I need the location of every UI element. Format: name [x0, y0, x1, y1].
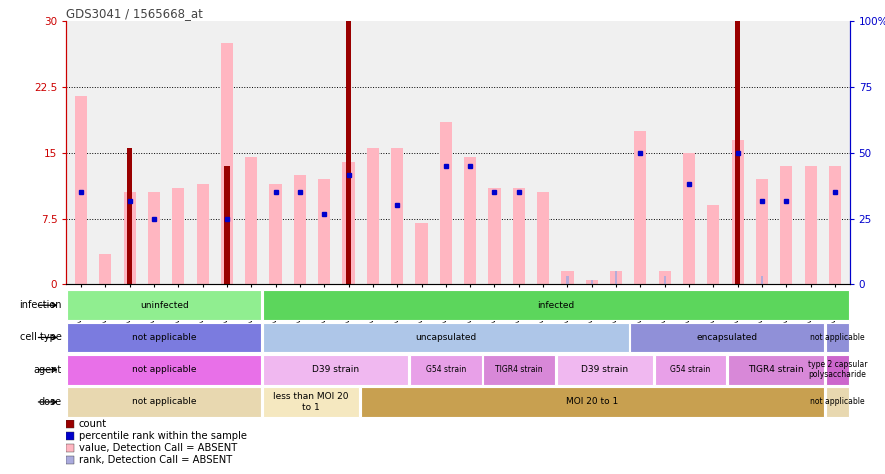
Bar: [124, 192, 135, 284]
Text: not applicable: not applicable: [132, 365, 196, 374]
Text: dose: dose: [39, 397, 62, 407]
Text: cell type: cell type: [20, 332, 62, 343]
Bar: [75, 96, 87, 284]
Text: uncapsulated: uncapsulated: [415, 333, 476, 342]
Bar: [318, 179, 330, 284]
Text: G54 strain: G54 strain: [426, 365, 466, 374]
Bar: [67, 355, 261, 384]
Text: not applicable: not applicable: [810, 333, 865, 342]
Bar: [346, 21, 351, 284]
Bar: [707, 206, 720, 284]
Text: D39 strain: D39 strain: [581, 365, 628, 374]
Bar: [804, 166, 817, 284]
Bar: [263, 291, 849, 320]
Bar: [342, 162, 355, 284]
Bar: [67, 291, 261, 320]
Text: uninfected: uninfected: [140, 301, 189, 310]
Bar: [615, 271, 617, 284]
Text: less than MOI 20
to 1: less than MOI 20 to 1: [273, 392, 349, 411]
Bar: [464, 157, 476, 284]
Bar: [263, 387, 359, 417]
Bar: [99, 254, 112, 284]
Bar: [761, 275, 763, 284]
Text: infection: infection: [19, 300, 62, 310]
Bar: [173, 188, 184, 284]
Text: TIGR4 strain: TIGR4 strain: [749, 365, 804, 374]
Bar: [361, 387, 825, 417]
Bar: [263, 323, 628, 352]
Text: percentile rank within the sample: percentile rank within the sample: [79, 431, 247, 441]
Text: type 2 capsular
polysaccharide: type 2 capsular polysaccharide: [808, 360, 867, 379]
Bar: [586, 280, 598, 284]
Text: agent: agent: [34, 365, 62, 375]
Bar: [67, 387, 261, 417]
Bar: [294, 175, 306, 284]
Text: count: count: [79, 419, 107, 429]
Text: rank, Detection Call = ABSENT: rank, Detection Call = ABSENT: [79, 455, 232, 465]
Text: not applicable: not applicable: [132, 398, 196, 406]
Bar: [635, 131, 647, 284]
Bar: [557, 355, 653, 384]
Bar: [366, 148, 379, 284]
Bar: [826, 387, 849, 417]
Bar: [566, 275, 568, 284]
Bar: [512, 188, 525, 284]
Bar: [683, 153, 695, 284]
Bar: [221, 43, 233, 284]
Bar: [263, 355, 408, 384]
Text: MOI 20 to 1: MOI 20 to 1: [566, 398, 619, 406]
Bar: [826, 355, 849, 384]
Bar: [728, 355, 825, 384]
Bar: [489, 188, 501, 284]
Bar: [829, 166, 841, 284]
Bar: [590, 280, 593, 284]
Text: TIGR4 strain: TIGR4 strain: [496, 365, 543, 374]
Text: not applicable: not applicable: [810, 398, 865, 406]
Text: value, Detection Call = ABSENT: value, Detection Call = ABSENT: [79, 443, 237, 453]
Text: D39 strain: D39 strain: [312, 365, 359, 374]
Bar: [732, 140, 743, 284]
Bar: [269, 183, 281, 284]
Text: G54 strain: G54 strain: [670, 365, 711, 374]
Bar: [537, 192, 550, 284]
Bar: [826, 323, 849, 352]
Bar: [756, 179, 768, 284]
Bar: [658, 271, 671, 284]
Bar: [127, 148, 133, 284]
Bar: [735, 21, 741, 284]
Bar: [196, 183, 209, 284]
Bar: [391, 148, 404, 284]
Text: not applicable: not applicable: [132, 333, 196, 342]
Bar: [67, 323, 261, 352]
Bar: [483, 355, 555, 384]
Bar: [655, 355, 727, 384]
Bar: [415, 223, 427, 284]
Text: encapsulated: encapsulated: [696, 333, 758, 342]
Text: GDS3041 / 1565668_at: GDS3041 / 1565668_at: [66, 7, 204, 20]
Bar: [630, 323, 825, 352]
Text: infected: infected: [537, 301, 574, 310]
Bar: [664, 275, 666, 284]
Bar: [440, 122, 452, 284]
Bar: [610, 271, 622, 284]
Bar: [148, 192, 160, 284]
Bar: [245, 157, 258, 284]
Bar: [561, 271, 573, 284]
Bar: [781, 166, 792, 284]
Bar: [224, 166, 229, 284]
Bar: [410, 355, 481, 384]
